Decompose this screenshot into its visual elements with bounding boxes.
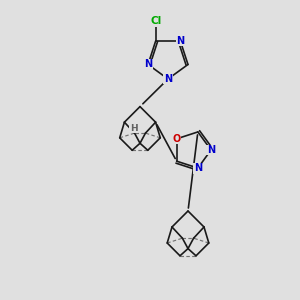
Text: O: O xyxy=(172,134,181,144)
Text: N: N xyxy=(176,36,184,46)
Text: N: N xyxy=(194,163,202,173)
Text: N: N xyxy=(207,145,215,155)
Text: N: N xyxy=(144,59,152,70)
Text: N: N xyxy=(164,74,172,84)
Text: Cl: Cl xyxy=(150,16,161,26)
Text: H: H xyxy=(130,124,137,133)
